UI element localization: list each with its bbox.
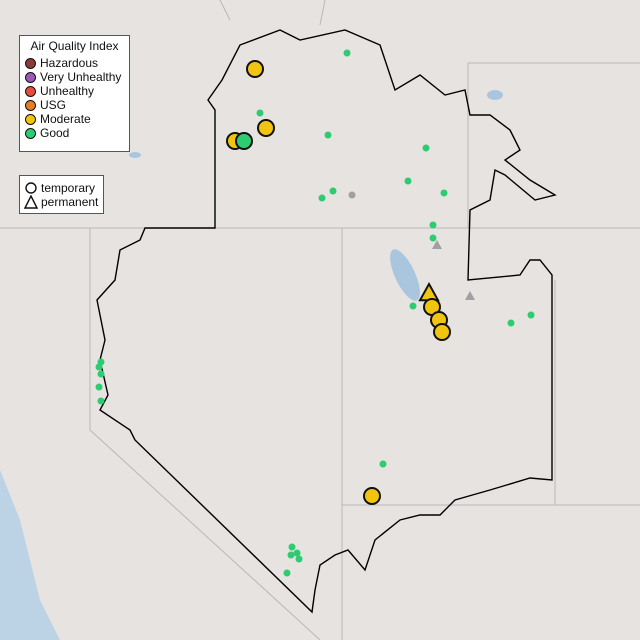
legend-label: Moderate: [40, 112, 91, 126]
region-outline: [96, 29, 557, 614]
aqi-legend: Air Quality Index Hazardous Very Unhealth…: [19, 35, 130, 152]
legend-item: Unhealthy: [25, 84, 129, 98]
good-monitor-marker[interactable]: [95, 363, 103, 371]
inactive-permanent-marker[interactable]: [432, 240, 442, 249]
good-monitor-marker[interactable]: [256, 109, 264, 117]
triangle-icon: [24, 195, 38, 209]
good-monitor-marker[interactable]: [324, 131, 332, 139]
good-monitor-marker[interactable]: [429, 221, 437, 229]
moderate-monitor-marker[interactable]: [246, 60, 264, 78]
moderate-monitor-marker[interactable]: [433, 323, 451, 341]
legend-label: temporary: [41, 181, 96, 195]
good-monitor-marker[interactable]: [288, 543, 296, 551]
legend-label: Hazardous: [40, 56, 99, 70]
good-monitor-marker[interactable]: [329, 187, 337, 195]
good-monitor-marker[interactable]: [527, 311, 535, 319]
swatch-icon: [25, 113, 36, 125]
legend-label: Very Unhealthy: [40, 70, 122, 84]
good-monitor-marker[interactable]: [287, 551, 295, 559]
legend-label: Good: [40, 126, 70, 140]
inactive-monitor-marker[interactable]: [348, 191, 356, 199]
good-monitor-marker[interactable]: [97, 370, 105, 378]
legend-item: USG: [25, 98, 129, 112]
good-monitor-marker[interactable]: [440, 189, 448, 197]
legend-label: USG: [40, 98, 67, 112]
good-monitor-marker[interactable]: [507, 319, 515, 327]
legend-title: Air Quality Index: [30, 39, 119, 53]
good-monitor-marker[interactable]: [379, 460, 387, 468]
inactive-permanent-marker[interactable]: [465, 291, 475, 300]
swatch-icon: [25, 71, 36, 83]
good-monitor-marker[interactable]: [409, 302, 417, 310]
good-monitor-marker[interactable]: [318, 194, 326, 202]
circle-icon: [25, 182, 37, 194]
legend-item: Good: [25, 126, 129, 140]
legend-item: Hazardous: [25, 56, 129, 70]
swatch-icon: [25, 99, 36, 111]
legend-label: Unhealthy: [40, 84, 95, 98]
swatch-icon: [25, 57, 36, 69]
lakes: [129, 90, 503, 301]
good-monitor-marker[interactable]: [283, 569, 291, 577]
good-monitor-marker[interactable]: [429, 234, 437, 242]
good-monitor-marker[interactable]: [404, 177, 412, 185]
good-monitor-marker[interactable]: [343, 49, 351, 57]
legend-label: permanent: [41, 195, 99, 209]
good-monitor-marker[interactable]: [97, 397, 105, 405]
legend-item: Moderate: [25, 112, 129, 126]
moderate-monitor-marker[interactable]: [363, 487, 381, 505]
swatch-icon: [25, 85, 36, 97]
good-monitor-marker[interactable]: [235, 132, 253, 150]
legend-item: Very Unhealthy: [25, 70, 129, 84]
swatch-icon: [25, 127, 36, 139]
shape-legend: temporary permanent: [19, 175, 104, 214]
moderate-monitor-marker[interactable]: [257, 119, 275, 137]
good-monitor-marker[interactable]: [295, 555, 303, 563]
good-monitor-marker[interactable]: [95, 383, 103, 391]
good-monitor-marker[interactable]: [422, 144, 430, 152]
good-monitor-marker[interactable]: [293, 549, 301, 557]
ocean: [0, 470, 60, 640]
